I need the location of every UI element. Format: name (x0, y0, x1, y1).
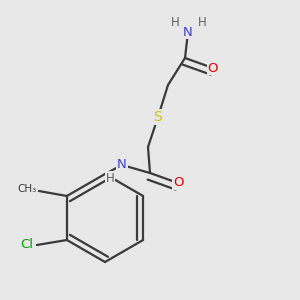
Text: H: H (106, 172, 114, 184)
Text: O: O (208, 61, 218, 74)
Text: S: S (154, 110, 162, 124)
Text: H: H (198, 16, 206, 28)
Text: N: N (183, 26, 193, 38)
Text: O: O (173, 176, 183, 190)
Text: Cl: Cl (20, 238, 33, 251)
Text: CH₃: CH₃ (17, 184, 37, 194)
Text: H: H (171, 16, 179, 28)
Text: N: N (117, 158, 127, 172)
